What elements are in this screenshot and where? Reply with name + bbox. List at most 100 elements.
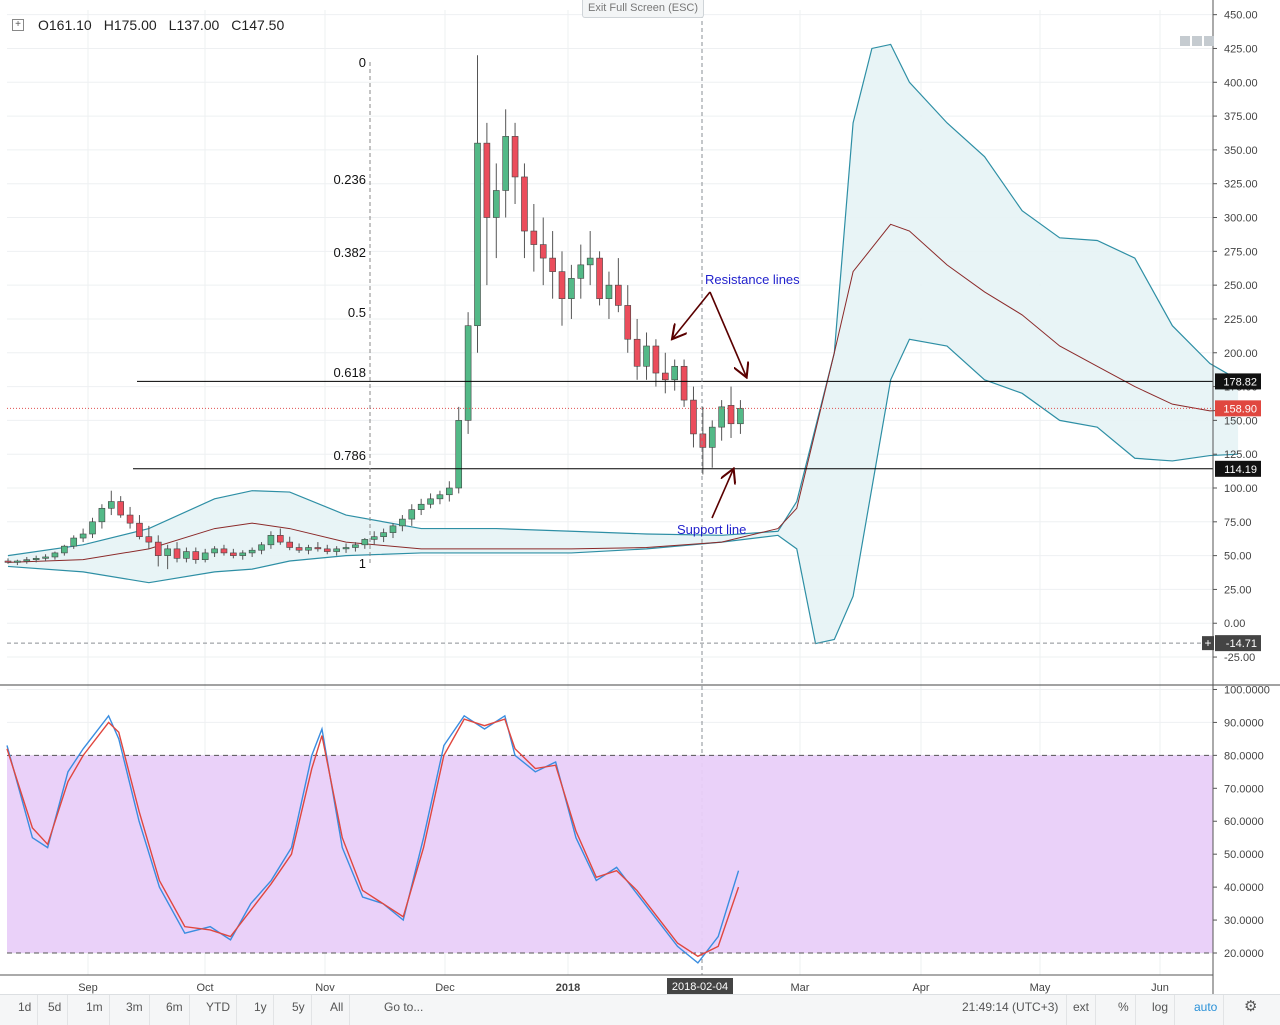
crosshair-price-tag-bg [1215, 635, 1261, 652]
candle-body [502, 136, 509, 191]
candle [14, 559, 21, 566]
stoch-tick-label: 60.0000 [1224, 816, 1264, 828]
candle [652, 339, 660, 387]
candle [4, 558, 12, 564]
price-tick-label: 100.00 [1224, 483, 1258, 495]
add-level-icon-bg [1202, 636, 1214, 651]
candle-body [126, 514, 134, 524]
candle-body [577, 264, 585, 279]
candle [32, 555, 40, 563]
goto-button[interactable]: Go to... [384, 1000, 424, 1014]
candle-body [154, 541, 162, 556]
expand-icon[interactable]: + [12, 19, 24, 31]
candle-body [32, 558, 40, 560]
candle-body [173, 548, 181, 559]
axes: -25.000.0025.0050.0075.00100.00125.00150… [0, 0, 1270, 994]
candle [699, 406, 707, 475]
range-button-ytd[interactable]: YTD [200, 995, 237, 1025]
ext-button[interactable]: ext [1066, 995, 1097, 1025]
candle [314, 542, 322, 552]
price-tick-label: 325.00 [1224, 179, 1258, 191]
support-label: Support line [677, 522, 746, 537]
low-value: L137.00 [168, 17, 220, 33]
candle-body [427, 498, 434, 505]
candle-body [671, 365, 678, 381]
crosshair-date-tag: 2018-02-04 [672, 981, 728, 993]
range-button-5y[interactable]: 5y [286, 995, 312, 1025]
candle-body [737, 408, 744, 425]
range-button-1d[interactable]: 1d [12, 995, 39, 1025]
stoch-tick-label: 20.0000 [1224, 948, 1264, 960]
candle-body [70, 537, 78, 547]
candle-body [408, 509, 416, 520]
price-tick-label: 200.00 [1224, 348, 1258, 360]
fib-label: 0.382 [333, 245, 366, 260]
candle [239, 550, 247, 560]
range-button-1y[interactable]: 1y [248, 995, 274, 1025]
candle [624, 285, 632, 353]
candle-body [380, 532, 387, 537]
range-button-3m[interactable]: 3m [120, 995, 150, 1025]
candle-body [661, 372, 669, 381]
current-price-tag-bg [1215, 400, 1261, 417]
price-tick-label: 350.00 [1224, 145, 1258, 157]
candle-body [586, 257, 594, 266]
candle-body [305, 547, 312, 551]
candle-body [89, 521, 96, 535]
range-button-6m[interactable]: 6m [160, 995, 190, 1025]
candle-body [220, 548, 228, 554]
candle [671, 359, 678, 391]
candle-body [474, 142, 481, 327]
price-chart[interactable]: 0 0.236 0.382 0.5 0.618 0.786 1 -25.00 0.00 25.0… [0, 0, 1280, 994]
pane-restore-icon[interactable] [1192, 36, 1202, 46]
log-button[interactable]: log [1146, 995, 1176, 1025]
candle [680, 359, 688, 407]
resistance-price-tag: 178.82 [1223, 376, 1257, 388]
time-tick-label: Mar [791, 982, 810, 994]
candle-body [277, 535, 284, 543]
bollinger-lower [7, 338, 1239, 645]
bollinger-bands [7, 43, 1239, 645]
candle-body [718, 406, 725, 428]
pane-maximize-icon[interactable] [1180, 36, 1190, 46]
candle [230, 548, 237, 559]
candle [568, 264, 575, 319]
stoch-tick-label: 80.0000 [1224, 750, 1264, 762]
candle-body [436, 494, 444, 500]
range-button-all[interactable]: All [324, 995, 351, 1025]
exit-full-screen-button[interactable]: Exit Full Screen (ESC) [582, 0, 704, 18]
candle-body [539, 244, 547, 259]
pane-close-icon[interactable] [1204, 36, 1214, 46]
price-tick-label: 375.00 [1224, 111, 1258, 123]
current-price-tag: 158.90 [1223, 403, 1257, 415]
range-button-1m[interactable]: 1m [80, 995, 110, 1025]
candle [333, 546, 340, 556]
settings-gear-icon[interactable]: ⚙ [1244, 998, 1258, 1015]
price-tick-label: 150.00 [1224, 415, 1258, 427]
candle [521, 163, 528, 259]
auto-button[interactable]: auto [1188, 995, 1225, 1025]
candle [380, 528, 387, 543]
candle-body [370, 536, 378, 540]
candle [530, 203, 538, 272]
candle [98, 504, 106, 529]
candle [539, 217, 547, 286]
percent-button[interactable]: % [1112, 995, 1136, 1025]
candle [51, 551, 59, 560]
candle [342, 543, 350, 553]
candle-body [239, 552, 247, 556]
candle-body [605, 284, 613, 299]
clock-display: 21:49:14 (UTC+3) [962, 1000, 1059, 1014]
candle [483, 122, 491, 286]
candle [436, 490, 444, 505]
fibonacci-retracement: 0 0.236 0.382 0.5 0.618 0.786 1 [333, 55, 371, 571]
stoch-tick-label: 50.0000 [1224, 849, 1264, 861]
range-button-5d[interactable]: 5d [42, 995, 69, 1025]
time-tick-label: 2018 [556, 982, 580, 994]
time-tick-label: Apr [912, 982, 929, 994]
fib-label: 0.786 [333, 448, 366, 463]
support-price-tag-bg [1215, 460, 1261, 477]
candle-body [333, 548, 340, 552]
candle [361, 538, 369, 549]
resistance-arrow-left [673, 291, 711, 338]
